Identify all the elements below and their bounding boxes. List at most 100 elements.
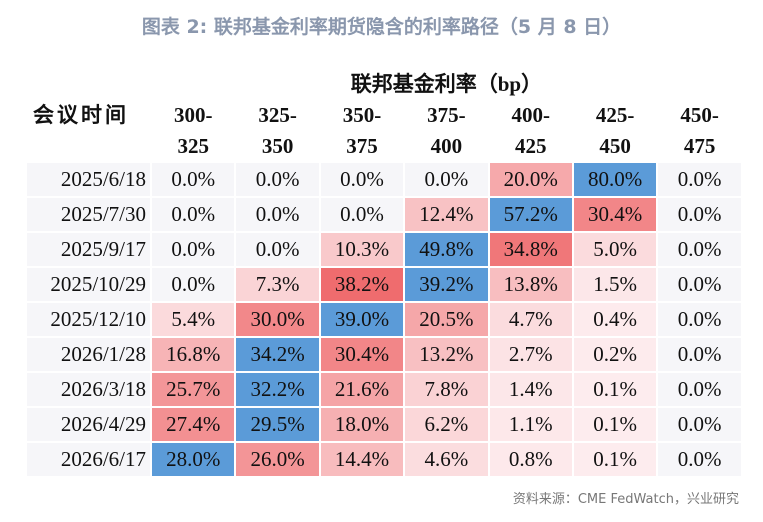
probability-cell: 39.2%	[403, 266, 490, 303]
probability-cell: 57.2%	[487, 196, 574, 233]
header-row: 325 350 375 400 425 450 475	[26, 130, 743, 163]
probability-cell: 25.7%	[149, 371, 237, 408]
probability-cell: 6.2%	[403, 406, 490, 443]
data-row: 2026/1/28 16.8% 34.2% 30.4% 13.2% 2.7% 0.2% 0.0…	[25, 336, 743, 373]
probability-cell: 34.2%	[234, 336, 321, 373]
probability-cell: 0.0%	[149, 266, 237, 303]
probability-cell: 26.0%	[234, 441, 321, 478]
column-header: 450	[571, 130, 659, 163]
probability-cell: 0.0%	[656, 266, 743, 303]
row-header: 会议时间	[25, 99, 152, 163]
probability-cell: 0.0%	[318, 196, 406, 233]
blank	[25, 68, 152, 101]
rate-table: 联邦基金利率（bp） 会议时间 300- 325- 350- 375- 400- 425- 45…	[25, 68, 743, 478]
meeting-date: 2025/6/18	[25, 161, 152, 198]
probability-cell: 0.4%	[571, 301, 659, 338]
meeting-date: 2025/9/17	[25, 231, 152, 268]
data-row: 2026/3/18 25.7% 32.2% 21.6% 7.8% 1.4% 0.1% 0.0%	[25, 371, 743, 408]
probability-cell: 20.0%	[487, 161, 574, 198]
probability-cell: 29.5%	[234, 406, 321, 443]
column-header: 350-	[318, 99, 406, 132]
probability-cell: 18.0%	[318, 406, 406, 443]
probability-cell: 80.0%	[571, 161, 659, 198]
probability-cell: 4.7%	[487, 301, 574, 338]
data-row: 2025/10/29 0.0% 7.3% 38.2% 39.2% 13.8% 1.5% 0.0…	[25, 266, 743, 303]
probability-cell: 16.8%	[149, 336, 237, 373]
meeting-date: 2025/10/29	[25, 266, 152, 303]
header-row: 联邦基金利率（bp）	[25, 68, 743, 101]
probability-cell: 28.0%	[149, 441, 237, 478]
probability-cell: 0.0%	[656, 371, 743, 408]
meeting-date: 2025/12/10	[25, 301, 152, 338]
probability-cell: 14.4%	[318, 441, 406, 478]
probability-cell: 0.0%	[656, 196, 743, 233]
probability-cell: 10.3%	[318, 231, 406, 268]
data-row: 2026/4/29 27.4% 29.5% 18.0% 6.2% 1.1% 0.1% 0.0%	[25, 406, 743, 443]
probability-cell: 0.0%	[234, 231, 321, 268]
meeting-date: 2026/4/29	[25, 406, 152, 443]
column-header: 400-	[487, 99, 574, 132]
probability-cell: 30.4%	[571, 196, 659, 233]
probability-cell: 4.6%	[403, 441, 490, 478]
data-row: 2025/7/30 0.0% 0.0% 0.0% 12.4% 57.2% 30.4% 0.0%	[25, 196, 743, 233]
probability-cell: 7.8%	[403, 371, 490, 408]
title: 图表 2: 联邦基金利率期货隐含的利率路径（5 月 8 日）	[141, 16, 622, 38]
probability-cell: 34.8%	[487, 231, 574, 268]
source: 资料来源：CME FedWatch，兴业研究	[512, 492, 739, 507]
column-header: 350	[234, 130, 321, 163]
probability-cell: 20.5%	[403, 301, 490, 338]
probability-cell: 1.1%	[487, 406, 574, 443]
probability-cell: 0.0%	[403, 161, 490, 198]
column-header: 400	[403, 130, 490, 163]
data-row: 2025/12/10 5.4% 30.0% 39.0% 20.5% 4.7% 0.4% 0.0…	[25, 301, 743, 338]
header-row: 会议时间 300- 325- 350- 375- 400- 425- 450-	[25, 99, 743, 163]
probability-cell: 21.6%	[318, 371, 406, 408]
probability-cell: 0.0%	[149, 231, 237, 268]
probability-cell: 1.4%	[487, 371, 574, 408]
probability-cell: 0.0%	[656, 441, 743, 478]
probability-cell: 7.3%	[234, 266, 321, 303]
probability-cell: 0.2%	[571, 336, 659, 373]
meeting-date: 2026/1/28	[25, 336, 152, 373]
probability-cell: 0.0%	[656, 406, 743, 443]
column-header: 375-	[403, 99, 490, 132]
column-header: 300-	[149, 99, 237, 132]
probability-cell: 39.0%	[318, 301, 406, 338]
probability-cell: 13.8%	[487, 266, 574, 303]
probability-cell: 0.8%	[487, 441, 574, 478]
column-header: 475	[656, 130, 743, 163]
probability-cell: 1.5%	[571, 266, 659, 303]
column-header: 450-	[656, 99, 743, 132]
probability-cell: 27.4%	[149, 406, 237, 443]
probability-cell: 30.0%	[234, 301, 321, 338]
probability-cell: 2.7%	[487, 336, 574, 373]
probability-cell: 0.0%	[656, 336, 743, 373]
probability-cell: 0.0%	[656, 231, 743, 268]
data-row: 2025/6/18 0.0% 0.0% 0.0% 0.0% 20.0% 80.0% 0.0%	[25, 161, 743, 198]
probability-cell: 32.2%	[234, 371, 321, 408]
probability-cell: 0.0%	[149, 161, 237, 198]
meeting-date: 2026/6/17	[25, 441, 152, 478]
probability-cell: 0.0%	[656, 301, 743, 338]
probability-cell: 0.1%	[571, 371, 659, 408]
column-header: 425	[487, 130, 574, 163]
meeting-date: 2025/7/30	[25, 196, 152, 233]
probability-cell: 0.1%	[571, 406, 659, 443]
probability-cell: 0.0%	[149, 196, 237, 233]
meeting-date: 2026/3/18	[25, 371, 152, 408]
probability-cell: 0.0%	[318, 161, 406, 198]
data-row: 2026/6/17 28.0% 26.0% 14.4% 4.6% 0.8% 0.1% 0.0%	[25, 441, 743, 478]
probability-cell: 38.2%	[318, 266, 406, 303]
probability-cell: 0.0%	[234, 161, 321, 198]
probability-cell: 30.4%	[318, 336, 406, 373]
probability-cell: 13.2%	[403, 336, 490, 373]
probability-cell: 5.0%	[571, 231, 659, 268]
probability-cell: 0.1%	[571, 441, 659, 478]
column-header: 325	[149, 130, 237, 163]
group-header: 联邦基金利率（bp）	[150, 68, 743, 101]
probability-cell: 49.8%	[403, 231, 490, 268]
column-header: 325-	[234, 99, 321, 132]
probability-cell: 0.0%	[656, 161, 743, 198]
column-header: 375	[318, 130, 406, 163]
